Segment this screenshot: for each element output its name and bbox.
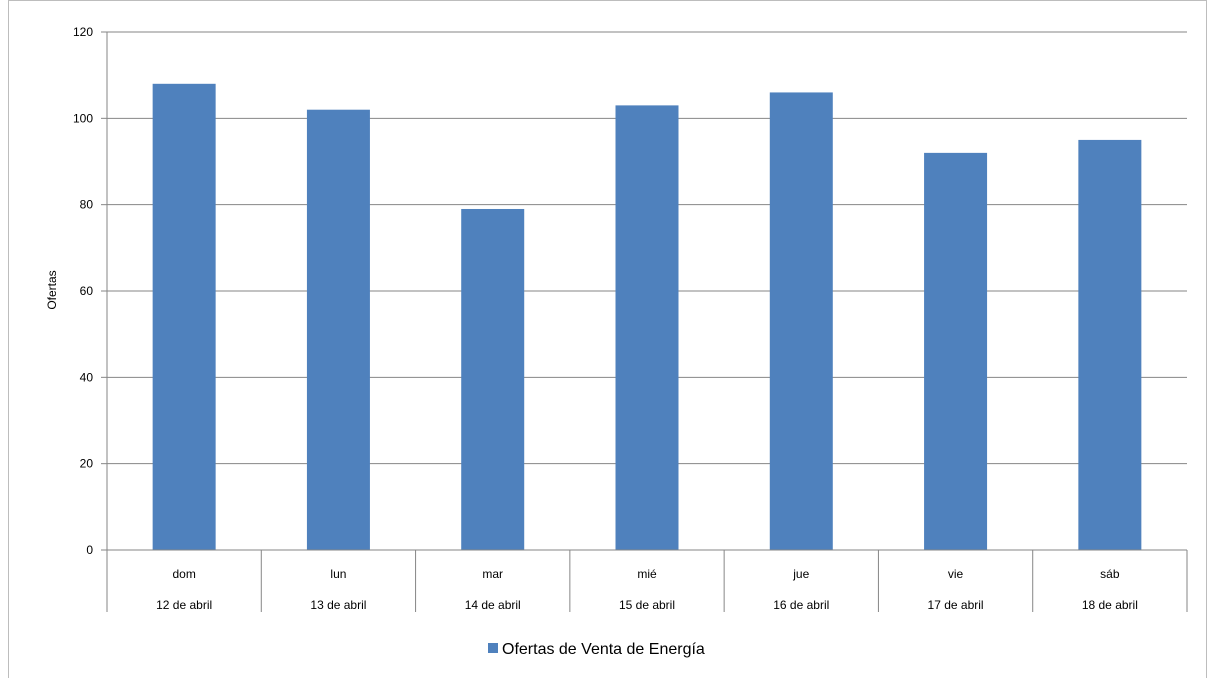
y-tick-label: 20 — [80, 457, 94, 471]
x-tick-label-day: mar — [482, 567, 503, 581]
x-tick-label-date: 18 de abril — [1082, 598, 1138, 612]
x-tick-label-date: 14 de abril — [465, 598, 521, 612]
x-tick-label-day: sáb — [1100, 567, 1120, 581]
y-tick-label: 0 — [86, 543, 93, 557]
legend-swatch — [488, 643, 498, 653]
x-tick-label-day: jue — [792, 567, 809, 581]
bar — [1078, 139, 1142, 550]
y-tick-label: 40 — [80, 370, 94, 384]
y-tick-label: 60 — [80, 284, 94, 298]
x-tick-label-day: vie — [948, 567, 964, 581]
y-axis-label: Ofertas — [45, 270, 59, 309]
y-tick-labels: 0 20 40 60 80 100 120 — [73, 25, 93, 557]
bar — [306, 109, 370, 550]
bar — [615, 105, 679, 550]
x-tick-label-date: 17 de abril — [928, 598, 984, 612]
bar — [769, 92, 833, 550]
legend-label: Ofertas de Venta de Energía — [502, 641, 705, 658]
y-tick-label: 80 — [80, 198, 94, 212]
x-tick-label-date: 12 de abril — [156, 598, 212, 612]
y-tick-label: 100 — [73, 111, 93, 125]
bars — [152, 83, 1142, 551]
bar — [152, 83, 216, 551]
x-tick-label-date: 16 de abril — [773, 598, 829, 612]
legend: Ofertas de Venta de Energía — [488, 641, 705, 658]
x-tick-label-date: 15 de abril — [619, 598, 675, 612]
x-tick-label-day: dom — [172, 567, 195, 581]
x-tick-labels: dom 12 de abril lun 13 de abril mar 14 de abr… — [156, 567, 1138, 612]
y-tick-label: 120 — [73, 25, 93, 39]
x-tick-label-date: 13 de abril — [310, 598, 366, 612]
x-tick-label-day: mié — [637, 567, 657, 581]
bar — [461, 208, 525, 550]
x-tick-label-day: lun — [330, 567, 346, 581]
bar — [924, 152, 988, 550]
axes — [101, 31, 1188, 612]
